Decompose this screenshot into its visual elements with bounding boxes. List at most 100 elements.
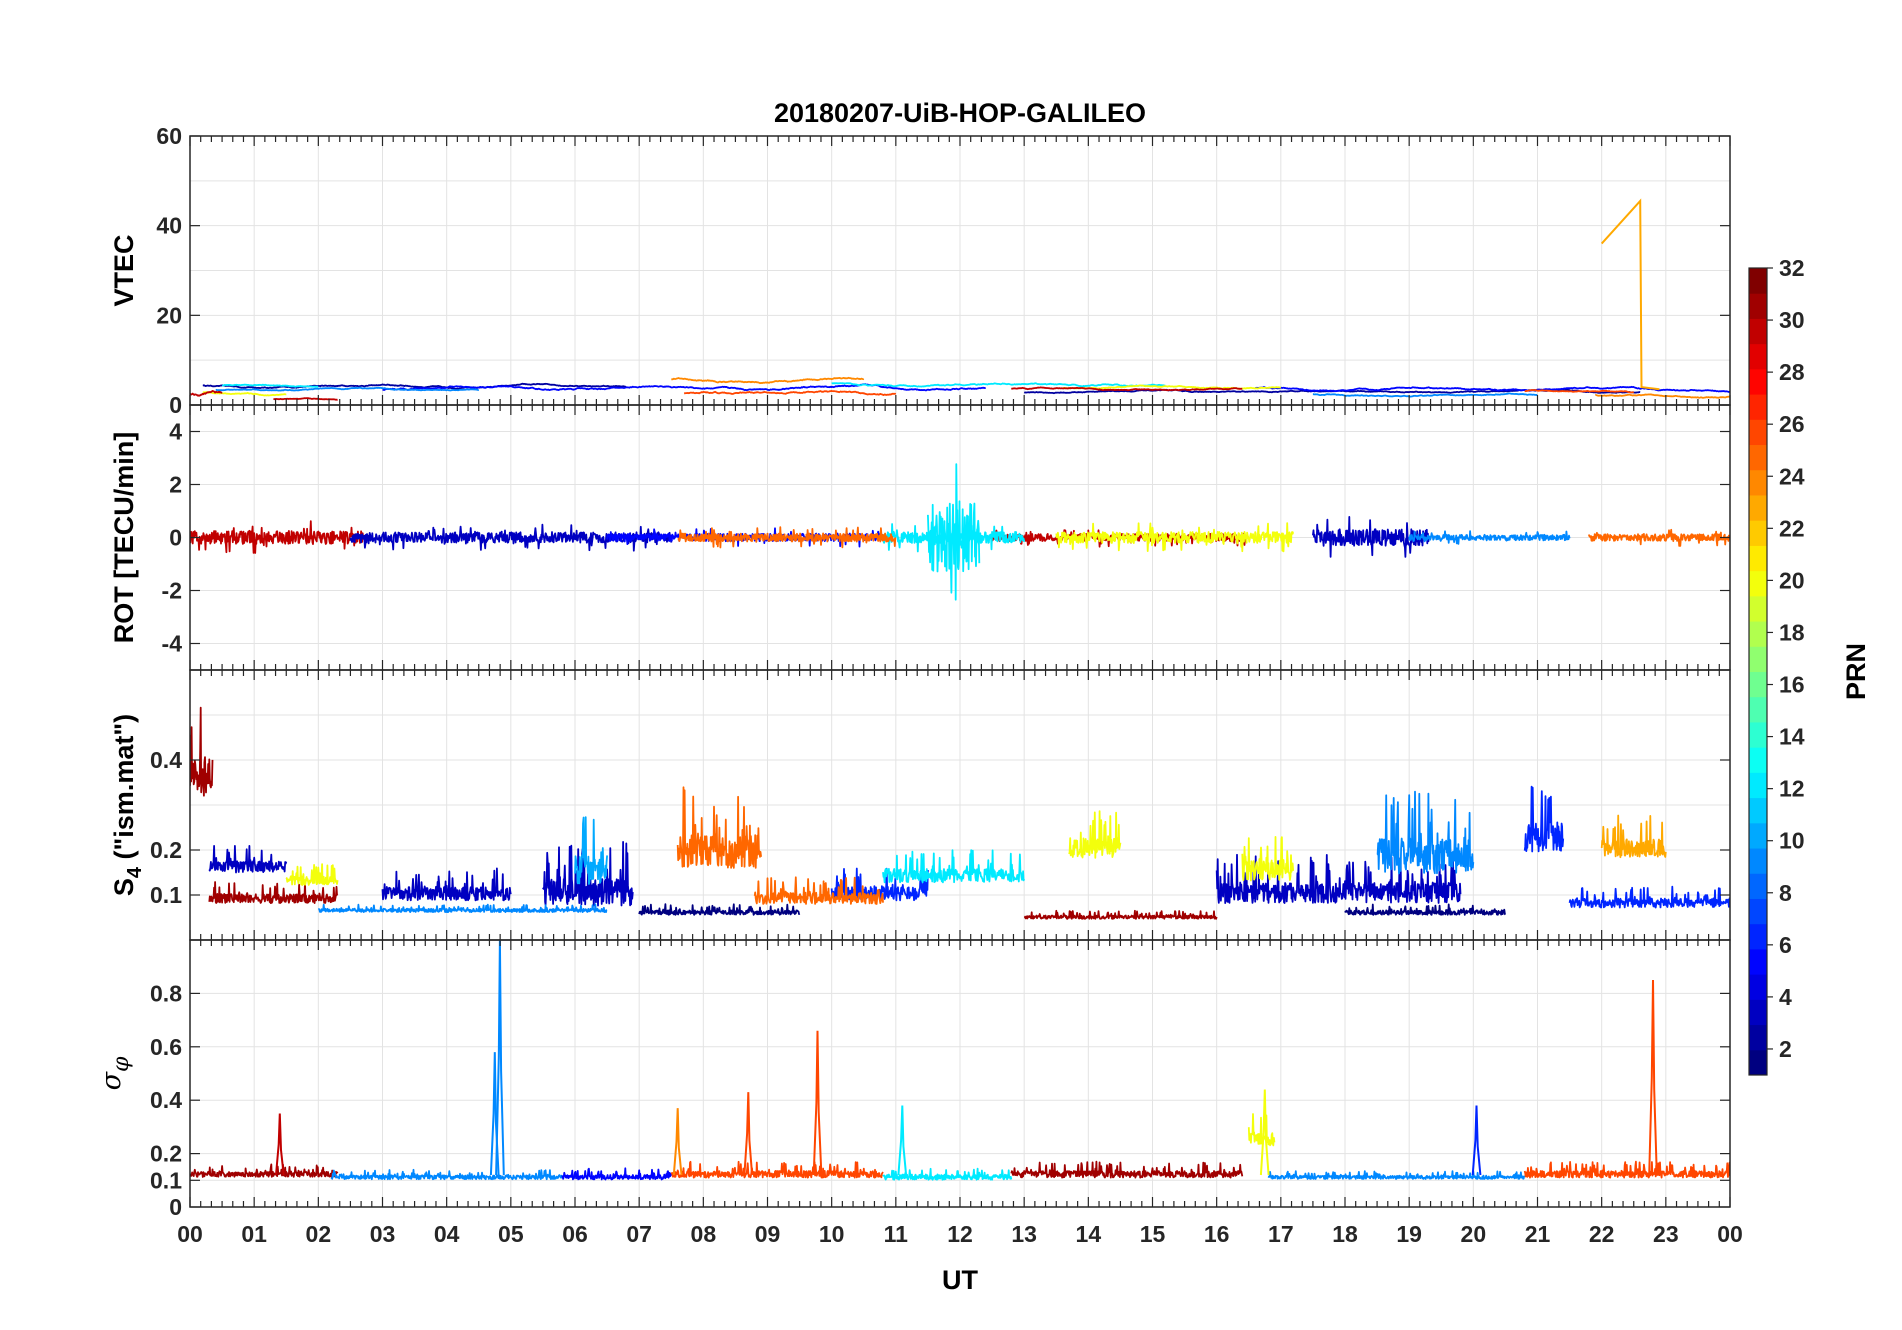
series-line-prn-24 — [1594, 393, 1730, 399]
series-line-prn-20 — [1247, 1113, 1276, 1147]
series-line-prn-6 — [1523, 785, 1565, 853]
colorbar-segment — [1749, 368, 1767, 395]
colorbar-tick-label: 28 — [1779, 359, 1805, 385]
y-tick-label: 0.1 — [150, 1167, 182, 1193]
series-line-prn-26 — [670, 1160, 884, 1179]
colorbar-segment — [1749, 419, 1767, 446]
series-line-prn-1 — [638, 903, 801, 916]
spike-prn-26 — [1648, 979, 1658, 1176]
y-tick-label: 40 — [156, 213, 182, 239]
colorbar-segment — [1749, 974, 1767, 1000]
colorbar-segment — [1749, 469, 1767, 496]
colorbar-segment — [1749, 873, 1767, 899]
series-line-prn-9 — [1312, 392, 1538, 398]
y-tick-label: 0 — [169, 1194, 182, 1220]
series-line-prn-26 — [1524, 388, 1635, 394]
series-line-prn-12 — [221, 383, 319, 388]
spike-prn-24 — [672, 1108, 683, 1176]
colorbar-segment — [1749, 948, 1767, 975]
series-line-prn-9 — [1267, 1170, 1526, 1180]
colorbar-tick-label: 4 — [1779, 984, 1792, 1010]
colorbar-segment — [1749, 318, 1767, 345]
panel-vtec: 0 20 40 60 VTEC — [109, 123, 1731, 418]
y-axis-title-rot: ROT [TECU/min] — [109, 432, 139, 643]
colorbar-segment — [1749, 444, 1767, 471]
colorbar-segment — [1749, 494, 1767, 521]
series-line-prn-25 — [676, 786, 762, 869]
x-tick-label: 13 — [1011, 1221, 1037, 1247]
colorbar-segment — [1749, 646, 1767, 672]
panel-rot: -4 -2 0 2 4 ROT [TECU/min] — [109, 404, 1731, 671]
series-line-prn-3 — [542, 841, 634, 907]
colorbar-tick-label: 30 — [1779, 307, 1805, 333]
series-group-rot — [190, 463, 1730, 601]
series-line-prn-1 — [1344, 903, 1507, 916]
series-line-prn-25 — [677, 526, 897, 549]
series-line-prn-9 — [1376, 790, 1475, 875]
series-group-sigma — [190, 940, 1730, 1181]
x-tick-label: 22 — [1589, 1221, 1615, 1247]
x-tick-label: 19 — [1396, 1221, 1422, 1247]
series-line-prn-9 — [317, 903, 608, 913]
y-axis-title-vtec: VTEC — [109, 234, 139, 306]
series-line-prn-20 — [1241, 836, 1295, 882]
series-line-prn-31 — [1010, 1160, 1244, 1179]
series-line-prn-12 — [882, 849, 1026, 884]
x-tick-label: 16 — [1204, 1221, 1230, 1247]
colorbar-tick-label: 14 — [1779, 724, 1805, 750]
colorbar-tick-label: 32 — [1779, 255, 1805, 281]
panel-sigma: 00.10.2 0.4 0.6 0.8 σφ 00 01 02 03 04 05 06 07 08 09 10… — [96, 939, 1743, 1247]
spike-prn-26 — [743, 1092, 754, 1176]
series-line-prn-20 — [285, 863, 339, 886]
x-tick-label: 17 — [1268, 1221, 1294, 1247]
x-tick-label: 15 — [1140, 1221, 1166, 1247]
colorbar-tick-label: 10 — [1779, 828, 1805, 854]
colorbar-segment — [1749, 898, 1767, 925]
colorbar-segment — [1749, 747, 1767, 773]
series-line-prn-12 — [831, 382, 1166, 388]
colorbar-segment — [1749, 923, 1767, 950]
x-tick-label: 03 — [370, 1221, 396, 1247]
y-tick-label: -2 — [162, 578, 182, 604]
colorbar-segment — [1749, 696, 1767, 723]
y-tick-label: 0.1 — [150, 882, 182, 908]
colorbar-tick-label: 2 — [1779, 1036, 1792, 1062]
x-tick-label: 21 — [1525, 1221, 1551, 1247]
series-line-prn-5 — [561, 1167, 673, 1181]
y-tick-label: 0.2 — [150, 837, 182, 863]
colorbar-segment — [1749, 545, 1767, 572]
colorbar-segment — [1749, 822, 1767, 849]
colorbar-segment — [1749, 1049, 1767, 1076]
series-line-prn-20 — [1068, 810, 1122, 859]
series-line-prn-31 — [1023, 909, 1218, 920]
panel-s4: 0.1 0.2 0.4S4 ("ism.mat") — [109, 669, 1731, 941]
colorbar-segment — [1749, 797, 1767, 824]
x-tick-label: 10 — [819, 1221, 845, 1247]
x-tick-label: 00 — [1717, 1221, 1743, 1247]
y-tick-label: 2 — [169, 472, 182, 498]
series-line-prn-26 — [683, 389, 897, 397]
series-line-prn-3 — [381, 867, 512, 902]
y-tick-label: 0 — [169, 525, 182, 551]
y-tick-label: 0.6 — [150, 1034, 182, 1060]
colorbar-tick-label: 24 — [1779, 463, 1805, 489]
colorbar-segment — [1749, 268, 1767, 294]
x-tick-label: 09 — [755, 1221, 781, 1247]
y-tick-label: 0.4 — [150, 747, 182, 773]
colorbar-segment — [1749, 1024, 1767, 1051]
x-tick-label: 23 — [1653, 1221, 1679, 1247]
x-tick-label: 04 — [434, 1221, 460, 1247]
series-line-prn-25 — [1587, 528, 1730, 547]
series-line-prn-3 — [1215, 853, 1462, 904]
y-tick-label: 4 — [169, 419, 182, 445]
x-tick-label: 20 — [1461, 1221, 1487, 1247]
y-tick-label: -4 — [162, 631, 183, 657]
colorbar-segment — [1749, 999, 1767, 1026]
y-tick-label: 0 — [169, 392, 182, 418]
x-tick-label: 18 — [1332, 1221, 1358, 1247]
series-line-prn-9 — [330, 1168, 563, 1181]
colorbar-segment — [1749, 848, 1767, 874]
